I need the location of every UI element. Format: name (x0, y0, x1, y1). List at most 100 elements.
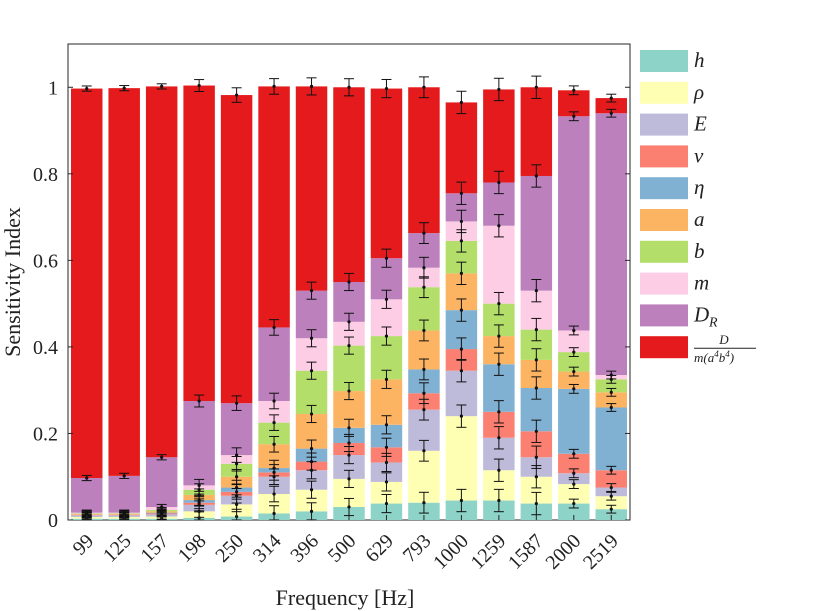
bar-segment-1000-1 (445, 416, 478, 501)
y-tick-label: 0.2 (33, 423, 58, 445)
legend-swatch (640, 240, 688, 263)
bar-segment-793-9 (408, 87, 440, 234)
bar-segment-1259-9 (483, 89, 515, 183)
error-bar-1000-3 (456, 337, 467, 361)
bar-segment-2000-2 (558, 473, 590, 485)
legend-label: h (694, 48, 705, 72)
error-bar-1259-4 (493, 352, 504, 376)
error-bar-2000-6 (568, 347, 579, 358)
error-bar-2519-0 (606, 504, 617, 514)
legend-swatch (640, 209, 688, 231)
y-tick-label: 0.4 (33, 337, 58, 359)
error-bar-2000-2 (568, 468, 579, 479)
error-bar-1000-8 (456, 181, 467, 205)
error-bar-500-1 (344, 469, 354, 488)
error-bar-2000-7 (568, 325, 579, 336)
bar-segment-157-8 (145, 457, 178, 508)
error-bar-793-3 (418, 382, 429, 405)
bar-segment-2519-0 (595, 509, 627, 520)
legend-swatch (640, 145, 688, 168)
bar-segment-157-9 (145, 86, 178, 458)
error-bar-314-1 (269, 485, 280, 503)
x-tick-label: 99 (69, 530, 99, 560)
error-bar-1259-0 (493, 488, 504, 513)
error-bar-250-8 (231, 395, 242, 411)
error-bar-1259-7 (493, 214, 504, 238)
error-bar-396-9 (306, 77, 317, 96)
error-bar-629-0 (381, 493, 392, 514)
legend-frac-denominator: m(a4b4) (694, 349, 734, 365)
error-bar-793-9 (418, 76, 429, 99)
legend-item: ν (640, 143, 704, 168)
bar-segment-99-8 (71, 478, 103, 513)
legend-label: a (694, 207, 705, 231)
bar-segment-2000-6 (558, 352, 590, 372)
error-bar-793-4 (418, 358, 429, 381)
bar-segment-2519-6 (595, 379, 627, 393)
error-bar-314-4 (269, 459, 280, 477)
legend-item: b (640, 239, 705, 263)
error-bar-1000-9 (456, 90, 467, 115)
error-bar-2519-4 (606, 403, 617, 412)
error-bar-1587-8 (531, 164, 542, 188)
error-bar-2519-1 (606, 491, 617, 501)
error-bar-1259-1 (493, 458, 504, 482)
bar-segment-250-9 (220, 95, 253, 404)
error-bar-396-4 (306, 439, 317, 458)
error-bar-2000-8 (568, 111, 579, 122)
error-bar-2519-8 (606, 108, 617, 118)
y-tick-label: 0.8 (33, 164, 58, 186)
bar-segment-629-2 (370, 462, 403, 482)
error-bar-314-9 (269, 78, 280, 95)
error-bar-629-9 (381, 78, 392, 99)
legend-label: D (693, 302, 709, 326)
bar-segment-2519-9 (595, 98, 627, 114)
x-tick-label: 157 (136, 530, 173, 567)
legend-swatch (640, 81, 688, 104)
error-bar-157-9 (156, 83, 167, 90)
bar-segment-2519-8 (595, 113, 627, 376)
error-bar-1587-0 (531, 491, 542, 516)
bar-segment-2000-4 (558, 388, 590, 454)
error-bar-1000-1 (456, 404, 467, 428)
error-bar-314-5 (269, 435, 280, 453)
error-bar-250-9 (231, 87, 242, 103)
error-bar-396-5 (306, 404, 317, 424)
error-bar-2000-9 (568, 85, 579, 96)
error-bar-629-6 (381, 326, 392, 346)
legend-swatch (640, 50, 688, 72)
x-tick-label: 793 (399, 530, 436, 567)
bar-segment-2519-5 (595, 392, 627, 408)
error-bar-629-3 (381, 437, 392, 457)
y-axis-ticks: 0 0.2 0.4 0.6 0.8 1 (33, 77, 630, 532)
x-tick-label: 198 (174, 530, 211, 567)
error-bar-99-9 (81, 85, 92, 92)
error-bar-793-7 (418, 256, 429, 279)
error-bar-1587-3 (531, 419, 542, 443)
legend-swatch (640, 336, 688, 359)
error-bar-629-7 (381, 289, 392, 309)
bar-segment-198-9 (183, 85, 215, 401)
x-tick-label: 314 (249, 530, 286, 567)
error-bar-1259-5 (493, 324, 504, 348)
y-tick-label: 0.6 (33, 250, 58, 272)
legend-item: ρ (640, 80, 704, 104)
bar-segment-314-1 (258, 494, 290, 514)
x-tick-label: 629 (361, 530, 398, 567)
error-bar-793-1 (418, 439, 429, 462)
error-bar-396-6 (306, 361, 317, 380)
error-bar-1000-4 (456, 298, 467, 322)
bar-segment-250-8 (220, 403, 253, 456)
error-bar-629-5 (381, 369, 392, 389)
error-bar-500-9 (344, 78, 354, 97)
bar-segment-500-2 (333, 455, 365, 479)
error-bar-2000-5 (568, 366, 579, 377)
x-axis-ticks: 99 125 157 198 250 314 396 500 629 79310001259158… (69, 515, 623, 574)
legend-label: η (694, 175, 704, 199)
bar-segment-2000-5 (558, 371, 590, 389)
y-tick-label: 1 (48, 77, 58, 99)
bar-segment-1000-9 (445, 102, 478, 194)
error-bar-157-7 (156, 503, 167, 511)
